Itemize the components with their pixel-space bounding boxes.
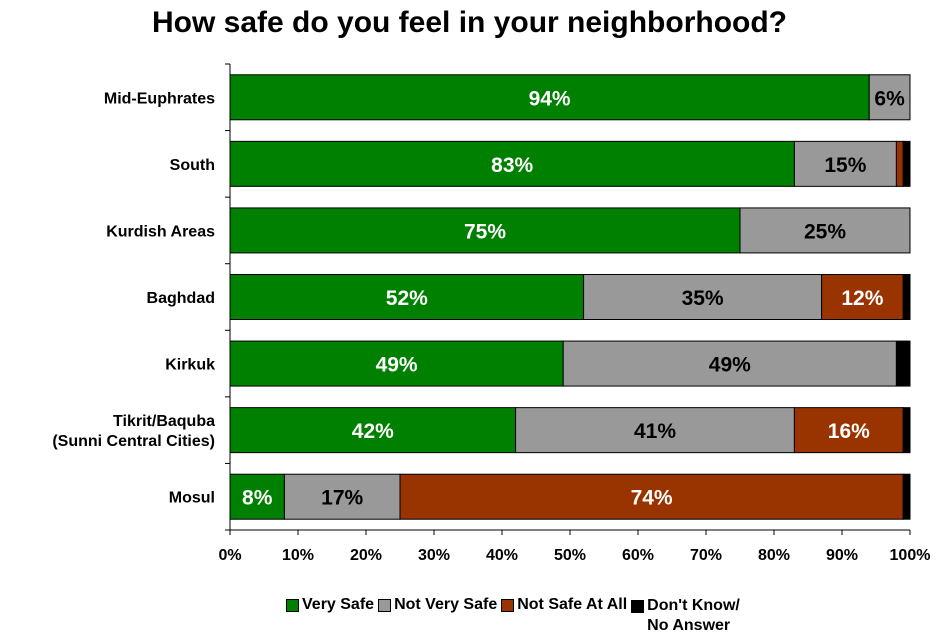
bar-segment <box>902 140 911 187</box>
data-label: 12% <box>841 287 883 310</box>
category-label: Mid-Euphrates <box>104 90 215 107</box>
category-label: Baghdad <box>147 290 215 307</box>
bar-segment <box>793 140 897 187</box>
data-label: 49% <box>709 354 751 377</box>
bar-segment <box>868 74 911 121</box>
data-label: 83% <box>491 154 533 177</box>
data-label: 8% <box>242 487 273 510</box>
bar-segment <box>562 340 897 387</box>
data-label: 52% <box>386 287 428 310</box>
bar-segment <box>895 340 911 387</box>
x-tick-label: 80% <box>758 547 790 564</box>
legend-swatch <box>501 598 515 612</box>
data-label: 35% <box>682 287 724 310</box>
legend-item: Don't Know/ No Answer <box>631 596 740 636</box>
bar-segment <box>739 207 911 254</box>
bar-segment <box>229 407 517 454</box>
bar-segment <box>399 473 904 520</box>
data-label: 49% <box>376 354 418 377</box>
x-tick-label: 30% <box>418 547 450 564</box>
bar-segment <box>902 274 911 320</box>
legend-swatch <box>378 598 392 612</box>
data-label: 16% <box>828 420 870 443</box>
legend-label: Not Very Safe <box>394 596 498 613</box>
data-label: 25% <box>804 220 846 243</box>
data-label: 42% <box>352 420 394 443</box>
bar-segment <box>515 407 795 454</box>
x-tick-label: 20% <box>350 547 382 564</box>
x-tick-label: 50% <box>554 547 586 564</box>
data-label: 17% <box>321 487 363 510</box>
category-label: Tikrit/Baquba (Sunni Central Cities) <box>52 413 215 450</box>
legend: Very Safe Not Very Safe Not Safe At All Don… <box>286 596 744 636</box>
category-label: Mosul <box>169 490 215 507</box>
x-tick-label: 0% <box>218 547 241 564</box>
bar-segment <box>902 473 911 520</box>
x-tick-label: 100% <box>890 547 931 564</box>
chart-title: How safe do you feel in your neighborhoo… <box>151 6 787 39</box>
data-label: 94% <box>529 87 571 110</box>
legend-label: Don't Know/ No Answer <box>647 597 740 634</box>
x-tick-label: 40% <box>486 547 518 564</box>
bar-segment <box>895 140 904 187</box>
category-label: Kirkuk <box>165 357 215 374</box>
legend-item: Not Safe At All <box>501 596 627 614</box>
legend-item: Not Very Safe <box>378 596 497 614</box>
x-tick-label: 90% <box>826 547 858 564</box>
category-label: Kurdish Areas <box>106 223 215 240</box>
data-label: 41% <box>634 420 676 443</box>
bar-segment <box>229 74 870 121</box>
data-label: 74% <box>631 487 673 510</box>
bar-segment <box>583 274 823 320</box>
legend-swatch <box>286 598 299 612</box>
bar-segment <box>793 407 904 454</box>
bar-segment <box>229 340 564 387</box>
data-label: 15% <box>824 154 866 177</box>
bar-segment <box>821 274 904 320</box>
bar-segment <box>229 140 795 187</box>
bar-segment <box>229 473 285 520</box>
data-label: 75% <box>464 220 506 243</box>
x-tick-label: 60% <box>622 547 654 564</box>
x-tick-label: 10% <box>282 547 314 564</box>
data-label: 6% <box>874 87 905 110</box>
legend-label: Very Safe <box>302 596 375 613</box>
category-label: South <box>170 157 215 174</box>
legend-swatch <box>631 600 645 613</box>
legend-label: Not Safe At All <box>517 596 628 613</box>
bar-segment <box>283 473 401 520</box>
bar-segment <box>229 274 585 320</box>
legend-item: Very Safe <box>286 596 374 614</box>
bar-segment <box>902 407 911 454</box>
x-tick-label: 70% <box>690 547 722 564</box>
